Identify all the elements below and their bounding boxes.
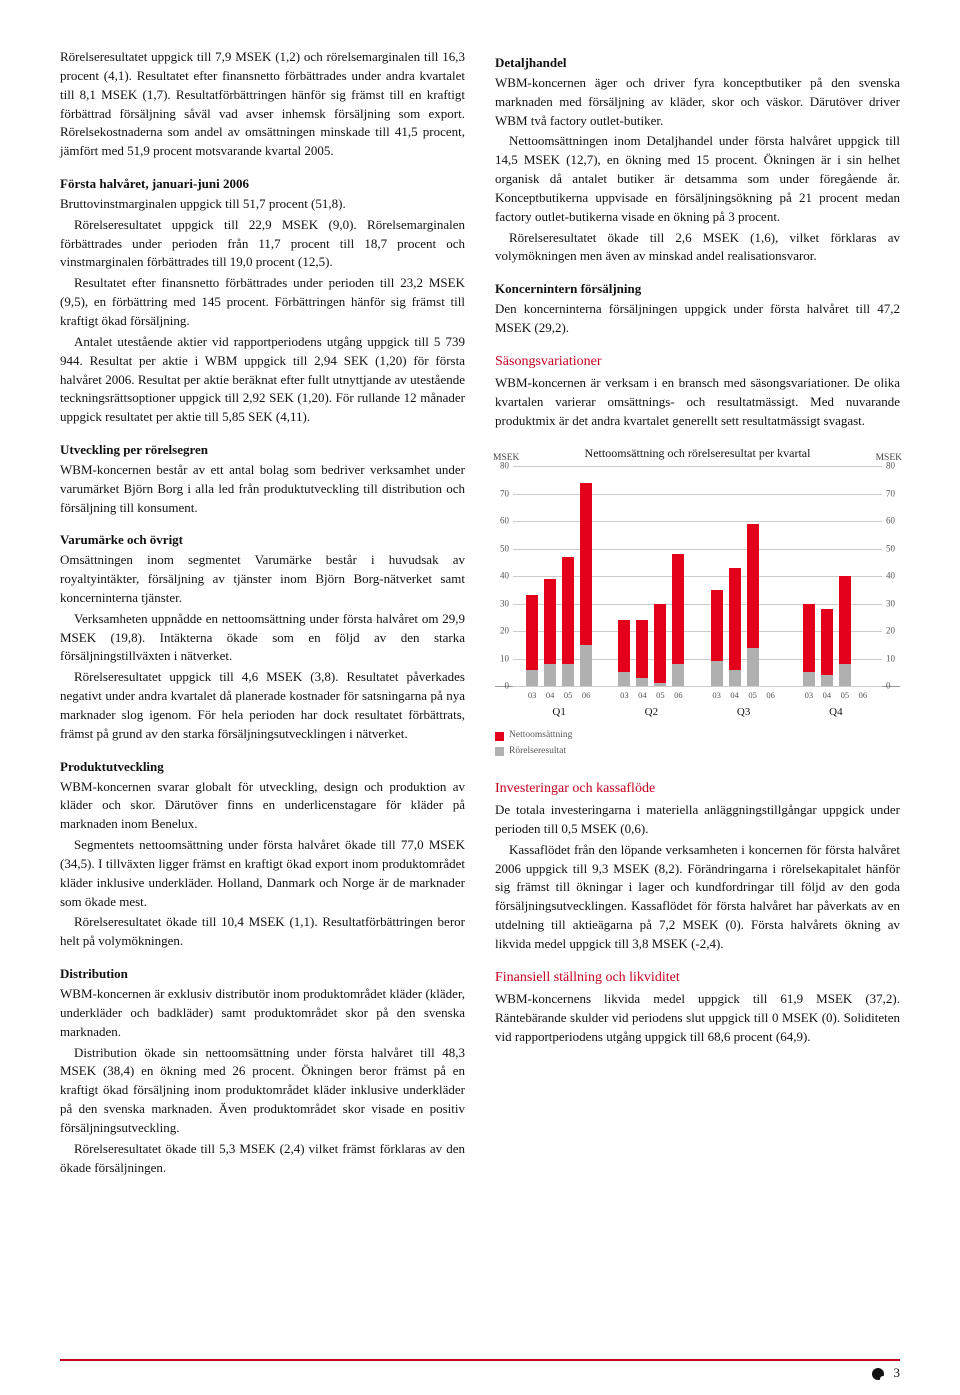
section-heading: Säsongsvariationer bbox=[495, 352, 900, 372]
body-text: WBM-koncernen äger och driver fyra konce… bbox=[495, 74, 900, 131]
section-heading: Finansiell ställning och likviditet bbox=[495, 968, 900, 988]
body-text: Resultatet efter finansnetto förbättrade… bbox=[60, 274, 465, 331]
y-tick-label: 0 bbox=[493, 680, 509, 693]
chart-bar bbox=[803, 466, 815, 686]
chart-bar bbox=[857, 466, 869, 686]
body-text: Kassaflödet från den löpande verksamhete… bbox=[495, 841, 900, 954]
subheading: Första halvåret, januari-juni 2006 bbox=[60, 175, 465, 194]
body-text: WBM-koncernen är exklusiv distributör in… bbox=[60, 985, 465, 1042]
chart-quarter-group bbox=[790, 466, 882, 686]
quarterly-chart: Nettoomsättning och rörelseresultat per … bbox=[495, 445, 900, 759]
body-text: Omsättningen inom segmentet Varumärke be… bbox=[60, 551, 465, 608]
body-text: Den koncerninterna försäljningen uppgick… bbox=[495, 300, 900, 338]
chart-bar bbox=[544, 466, 556, 686]
y-tick-label: 70 bbox=[886, 487, 902, 500]
body-text: WBM-koncernen svarar globalt för utveckl… bbox=[60, 778, 465, 835]
y-tick-label: 70 bbox=[493, 487, 509, 500]
chart-plot-area: MSEK MSEK 001010202030304040505060607070… bbox=[495, 466, 900, 687]
body-text: Rörelseresultatet ökade till 5,3 MSEK (2… bbox=[60, 1140, 465, 1178]
body-text: Distribution ökade sin nettoomsättning u… bbox=[60, 1044, 465, 1138]
subheading: Utveckling per rörelsegren bbox=[60, 441, 465, 460]
chart-bar bbox=[729, 466, 741, 686]
subheading: Produktutveckling bbox=[60, 758, 465, 777]
footer-rule bbox=[60, 1359, 900, 1361]
y-tick-label: 40 bbox=[493, 570, 509, 583]
y-tick-label: 50 bbox=[886, 542, 902, 555]
chart-bar bbox=[618, 466, 630, 686]
chart-quarter-group bbox=[698, 466, 790, 686]
chart-bar bbox=[711, 466, 723, 686]
body-text: Rörelseresultatet ökade till 2,6 MSEK (1… bbox=[495, 229, 900, 267]
body-text: WBM-koncernen är verksam i en bransch me… bbox=[495, 374, 900, 431]
body-text: WBM-koncernen består av ett antal bolag … bbox=[60, 461, 465, 518]
body-text: Antalet utestående aktier vid rapportper… bbox=[60, 333, 465, 427]
section-heading: Investeringar och kassaflöde bbox=[495, 779, 900, 799]
body-text: De totala investeringarna i materiella a… bbox=[495, 801, 900, 839]
body-text: Verksamheten uppnådde en nettoomsättning… bbox=[60, 610, 465, 667]
x-tick-group: 03040506Q2 bbox=[605, 689, 697, 721]
y-tick-label: 20 bbox=[493, 625, 509, 638]
page-number: 3 bbox=[894, 1364, 901, 1383]
body-text: Rörelseresultatet uppgick till 22,9 MSEK… bbox=[60, 216, 465, 273]
y-tick-label: 80 bbox=[493, 460, 509, 473]
body-text: WBM-koncernens likvida medel uppgick til… bbox=[495, 990, 900, 1047]
body-text: Rörelseresultatet uppgick till 4,6 MSEK … bbox=[60, 668, 465, 743]
y-tick-label: 10 bbox=[493, 652, 509, 665]
x-tick-group: 03040506Q1 bbox=[513, 689, 605, 721]
chart-bar bbox=[821, 466, 833, 686]
y-tick-label: 60 bbox=[493, 515, 509, 528]
subheading: Distribution bbox=[60, 965, 465, 984]
logo-icon bbox=[872, 1368, 884, 1380]
chart-bar bbox=[562, 466, 574, 686]
chart-bar bbox=[839, 466, 851, 686]
body-text: Segmentets nettoomsättning under första … bbox=[60, 836, 465, 911]
subheading: Varumärke och övrigt bbox=[60, 531, 465, 550]
y-tick-label: 50 bbox=[493, 542, 509, 555]
y-tick-label: 10 bbox=[886, 652, 902, 665]
chart-bar bbox=[654, 466, 666, 686]
two-column-layout: Rörelseresultatet uppgick till 7,9 MSEK … bbox=[60, 48, 900, 1191]
chart-x-axis: 03040506Q103040506Q203040506Q303040506Q4 bbox=[513, 689, 882, 721]
body-text: Rörelseresultatet uppgick till 7,9 MSEK … bbox=[60, 48, 465, 161]
chart-bar bbox=[672, 466, 684, 686]
subheading: Koncernintern försäljning bbox=[495, 280, 900, 299]
right-column: Detaljhandel WBM-koncernen äger och driv… bbox=[495, 48, 900, 1191]
chart-bar bbox=[765, 466, 777, 686]
x-tick-group: 03040506Q3 bbox=[698, 689, 790, 721]
y-tick-label: 20 bbox=[886, 625, 902, 638]
body-text: Bruttovinstmarginalen uppgick till 51,7 … bbox=[60, 195, 465, 214]
body-text: Rörelseresultatet ökade till 10,4 MSEK (… bbox=[60, 913, 465, 951]
chart-legend: Nettoomsättning Rörelseresultat bbox=[495, 729, 900, 759]
x-tick-group: 03040506Q4 bbox=[790, 689, 882, 721]
chart-bar bbox=[747, 466, 759, 686]
chart-bar bbox=[580, 466, 592, 686]
left-column: Rörelseresultatet uppgick till 7,9 MSEK … bbox=[60, 48, 465, 1191]
y-tick-label: 30 bbox=[493, 597, 509, 610]
legend-item: Rörelseresultat bbox=[495, 745, 900, 759]
chart-quarter-group bbox=[513, 466, 605, 686]
page-footer: 3 bbox=[872, 1364, 901, 1383]
y-tick-label: 0 bbox=[886, 680, 902, 693]
chart-bar bbox=[526, 466, 538, 686]
chart-title: Nettoomsättning och rörelseresultat per … bbox=[495, 445, 900, 462]
chart-quarter-group bbox=[605, 466, 697, 686]
chart-bars bbox=[513, 466, 882, 686]
y-tick-label: 30 bbox=[886, 597, 902, 610]
y-tick-label: 80 bbox=[886, 460, 902, 473]
chart-bar bbox=[636, 466, 648, 686]
y-tick-label: 40 bbox=[886, 570, 902, 583]
legend-item: Nettoomsättning bbox=[495, 729, 900, 743]
body-text: Nettoomsättningen inom Detaljhandel unde… bbox=[495, 132, 900, 226]
subheading: Detaljhandel bbox=[495, 54, 900, 73]
y-tick-label: 60 bbox=[886, 515, 902, 528]
